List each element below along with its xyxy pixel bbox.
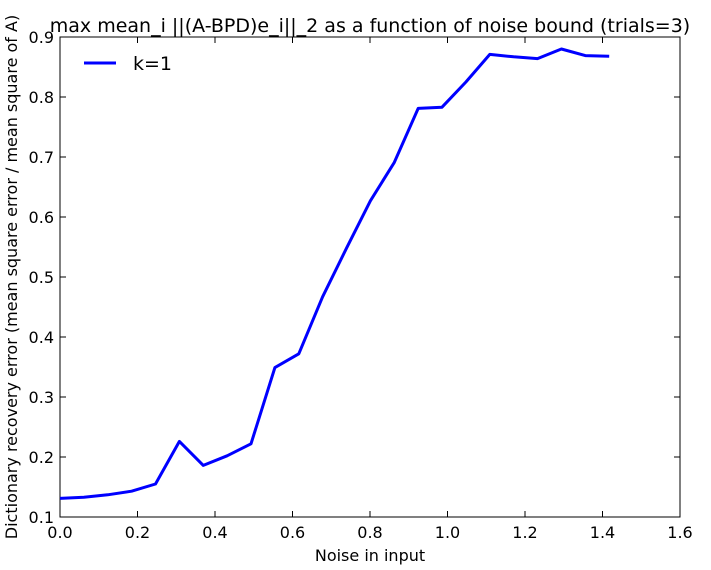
x-tick-label: 0.0 — [47, 523, 72, 542]
y-tick-label: 0.7 — [29, 148, 54, 167]
x-axis-ticks: 0.0 0.2 0.4 0.6 0.8 1.0 1.2 1.4 1.6 — [47, 37, 693, 542]
x-tick-label: 1.2 — [512, 523, 537, 542]
plot-frame — [59, 36, 681, 518]
y-tick-label: 0.5 — [29, 268, 54, 287]
legend-label: k=1 — [133, 53, 172, 75]
legend: k=1 — [84, 53, 172, 75]
x-tick-label: 0.6 — [280, 523, 305, 542]
x-axis-label: Noise in input — [315, 546, 425, 565]
x-tick-label: 0.2 — [125, 523, 150, 542]
chart-title: max mean_i ||(A-BPD)e_i||_2 as a functio… — [50, 15, 690, 37]
series-layer — [59, 47, 610, 500]
y-tick-label: 0.9 — [29, 28, 54, 47]
y-tick-label: 0.1 — [29, 508, 54, 527]
x-tick-label: 0.8 — [357, 523, 382, 542]
x-tick-label: 1.0 — [435, 523, 460, 542]
y-tick-label: 0.3 — [29, 388, 54, 407]
x-tick-label: 1.6 — [667, 523, 692, 542]
x-tick-label: 1.4 — [590, 523, 615, 542]
y-tick-label: 0.8 — [29, 88, 54, 107]
plot-area: 0.0 0.2 0.4 0.6 0.8 1.0 1.2 1.4 1.6 0.1 0.2 0.3 0.4… — [29, 28, 693, 542]
y-axis-label: Dictionary recovery error (mean square e… — [2, 15, 21, 539]
y-tick-label: 0.4 — [29, 328, 54, 347]
x-tick-label: 0.4 — [202, 523, 227, 542]
series-line-1 — [59, 47, 610, 500]
y-tick-label: 0.6 — [29, 208, 54, 227]
y-tick-label: 0.2 — [29, 448, 54, 467]
y-axis-ticks: 0.1 0.2 0.3 0.4 0.5 0.6 0.7 0.8 0.9 — [29, 28, 680, 527]
